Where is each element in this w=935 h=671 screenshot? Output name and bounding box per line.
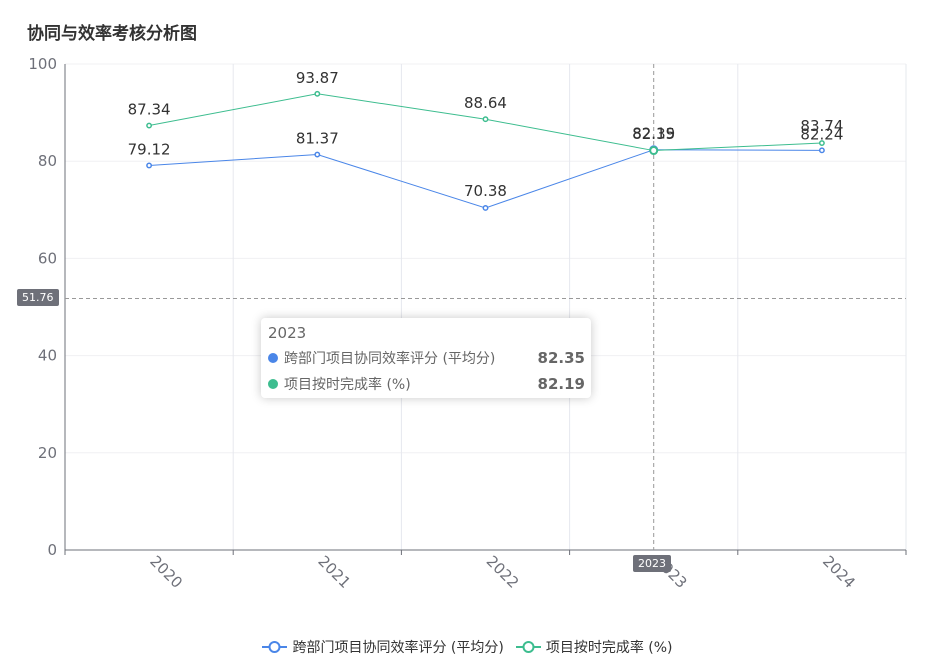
data-point bbox=[818, 140, 825, 146]
data-point bbox=[146, 162, 153, 169]
legend-item-series-1[interactable]: 跨部门项目协同效率评分 (平均分) bbox=[262, 637, 504, 657]
x-tick-label: 2022 bbox=[483, 552, 523, 592]
data-label: 87.34 bbox=[128, 101, 171, 119]
y-tick-label: 20 bbox=[38, 444, 57, 462]
tooltip-row: 跨部门项目协同效率评分 (平均分) 82.35 bbox=[268, 347, 585, 369]
data-label: 83.74 bbox=[800, 117, 843, 135]
legend-line-icon bbox=[515, 641, 541, 653]
x-tick-label: 2024 bbox=[819, 552, 859, 592]
pointer-x-badge: 2023 bbox=[633, 555, 671, 572]
tooltip: 2023 跨部门项目协同效率评分 (平均分) 82.35 项目按时完成率 (%)… bbox=[261, 318, 591, 398]
legend-item-series-2[interactable]: 项目按时完成率 (%) bbox=[515, 637, 673, 657]
data-point bbox=[818, 147, 825, 154]
data-point bbox=[482, 116, 489, 123]
tooltip-series-value: 82.19 bbox=[537, 375, 585, 393]
tooltip-series-name: 项目按时完成率 (%) bbox=[284, 377, 411, 393]
series-color-dot bbox=[268, 379, 278, 389]
data-label: 79.12 bbox=[128, 140, 171, 158]
data-label: 82.19 bbox=[632, 125, 675, 143]
tooltip-title: 2023 bbox=[268, 324, 307, 342]
x-tick-label: 2021 bbox=[314, 552, 354, 592]
data-point bbox=[482, 205, 489, 211]
series-color-dot bbox=[268, 353, 278, 363]
data-label: 70.38 bbox=[464, 182, 507, 200]
data-label: 88.64 bbox=[464, 94, 507, 112]
tooltip-series-name: 跨部门项目协同效率评分 (平均分) bbox=[284, 351, 496, 367]
data-label: 82.35 bbox=[632, 125, 675, 143]
data-label: 93.87 bbox=[296, 69, 339, 87]
legend-line-icon bbox=[262, 641, 288, 653]
y-tick-label: 40 bbox=[38, 347, 57, 365]
data-label: 82.24 bbox=[800, 125, 843, 143]
data-point bbox=[314, 151, 321, 158]
data-label: 81.37 bbox=[296, 130, 339, 148]
data-point bbox=[314, 90, 321, 97]
data-point bbox=[146, 122, 153, 129]
tooltip-series-value: 82.35 bbox=[537, 349, 585, 367]
data-point bbox=[649, 146, 659, 156]
tooltip-row: 项目按时完成率 (%) 82.19 bbox=[268, 373, 585, 395]
y-tick-label: 100 bbox=[28, 55, 57, 73]
y-tick-label: 60 bbox=[38, 249, 57, 267]
legend-label: 跨部门项目协同效率评分 (平均分) bbox=[292, 640, 504, 656]
y-tick-label: 80 bbox=[38, 152, 57, 170]
legend-label: 项目按时完成率 (%) bbox=[545, 640, 673, 656]
y-tick-label: 0 bbox=[47, 541, 57, 559]
legend: 跨部门项目协同效率评分 (平均分) 项目按时完成率 (%) bbox=[0, 637, 935, 657]
pointer-y-badge: 51.76 bbox=[17, 289, 59, 306]
x-tick-label: 2020 bbox=[146, 552, 186, 592]
chart-title: 协同与效率考核分析图 bbox=[27, 24, 197, 44]
